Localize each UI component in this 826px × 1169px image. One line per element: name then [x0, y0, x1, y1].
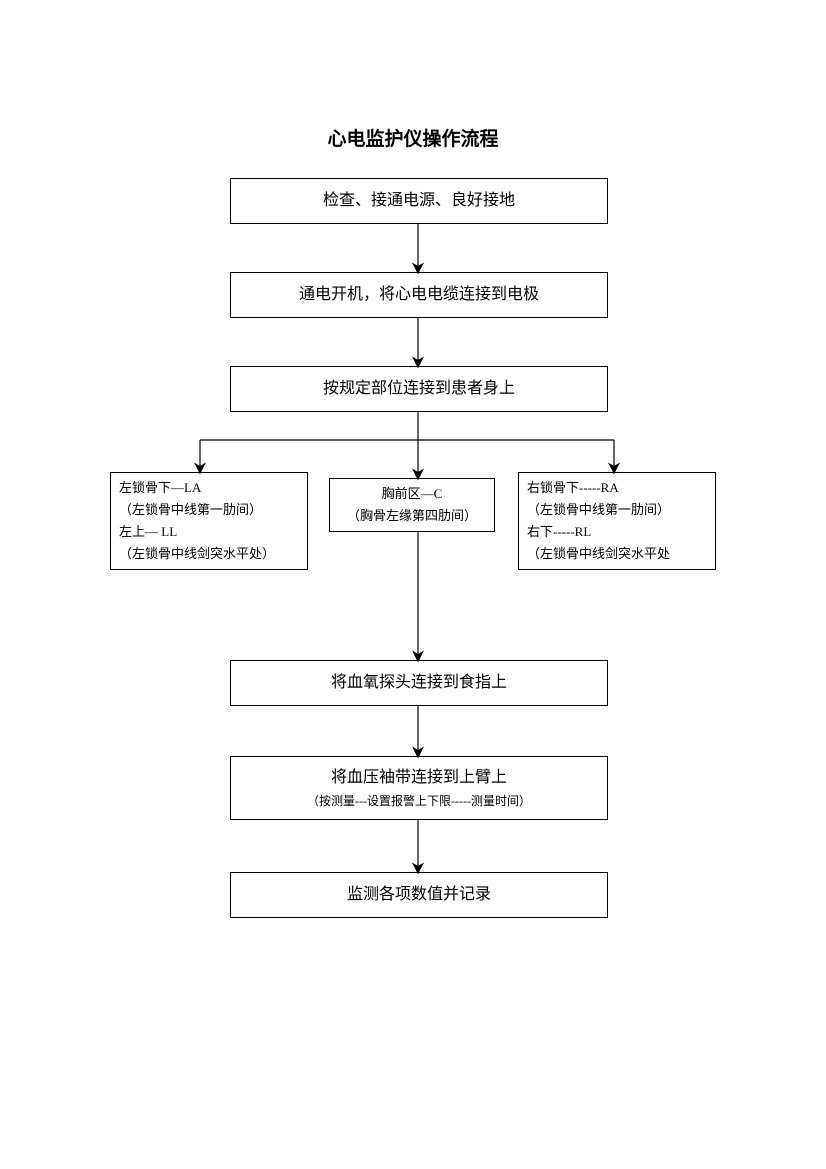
line: （左锁骨中线剑突水平处	[527, 543, 670, 565]
node-step-6: 将血压袖带连接到上臂上 （按测量---设置报警上下限-----测量时间）	[230, 756, 608, 820]
node-text: 检查、接通电源、良好接地	[323, 188, 515, 214]
node-text: 将血压袖带连接到上臂上	[331, 765, 507, 791]
line: 左上— LL	[119, 521, 177, 543]
node-text: 按规定部位连接到患者身上	[323, 376, 515, 402]
node-step-1: 检查、接通电源、良好接地	[230, 178, 608, 224]
node-step-5: 将血氧探头连接到食指上	[230, 660, 608, 706]
line: 右下-----RL	[527, 521, 591, 543]
node-step-7: 监测各项数值并记录	[230, 872, 608, 918]
line: （胸骨左缘第四肋间）	[347, 505, 477, 527]
node-text: 将血氧探头连接到食指上	[331, 670, 507, 696]
flowchart-arrows	[0, 0, 826, 1169]
line: 左锁骨下—LA	[119, 477, 201, 499]
line: （左锁骨中线剑突水平处）	[119, 543, 275, 565]
line: 右锁骨下-----RA	[527, 477, 619, 499]
line: （左锁骨中线第一肋间）	[527, 499, 670, 521]
node-subtext: （按测量---设置报警上下限-----测量时间）	[307, 792, 531, 811]
node-branch-left: 左锁骨下—LA （左锁骨中线第一肋间） 左上— LL （左锁骨中线剑突水平处）	[110, 472, 308, 570]
node-branch-center: 胸前区—C （胸骨左缘第四肋间）	[329, 478, 495, 532]
node-step-2: 通电开机，将心电电缆连接到电极	[230, 272, 608, 318]
node-text: 监测各项数值并记录	[347, 882, 491, 908]
page-title: 心电监护仪操作流程	[0, 124, 826, 151]
node-step-3: 按规定部位连接到患者身上	[230, 366, 608, 412]
line: （左锁骨中线第一肋间）	[119, 499, 262, 521]
node-text: 通电开机，将心电电缆连接到电极	[299, 282, 539, 308]
node-branch-right: 右锁骨下-----RA （左锁骨中线第一肋间） 右下-----RL （左锁骨中线…	[518, 472, 716, 570]
line: 胸前区—C	[382, 483, 443, 505]
